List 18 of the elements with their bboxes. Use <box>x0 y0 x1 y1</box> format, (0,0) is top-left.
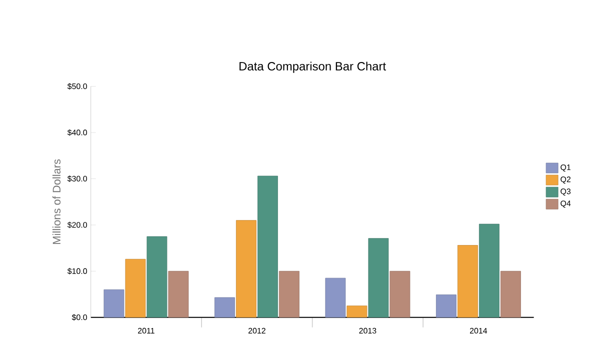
bar <box>325 278 346 318</box>
bar <box>390 270 410 318</box>
bar <box>436 294 456 318</box>
bar <box>104 289 124 318</box>
bar <box>368 238 389 318</box>
bar <box>125 258 146 318</box>
bar <box>236 220 256 318</box>
y-axis-title: Millions of Dollars <box>52 159 61 244</box>
bar <box>500 270 521 318</box>
bar <box>146 236 168 318</box>
bar <box>457 245 478 318</box>
bar <box>214 297 235 318</box>
bar <box>278 270 300 318</box>
chart-title: Data Comparison Bar Chart <box>240 62 386 73</box>
bar <box>257 176 278 318</box>
bar <box>346 306 368 318</box>
bar <box>479 224 500 318</box>
bar <box>168 270 189 318</box>
